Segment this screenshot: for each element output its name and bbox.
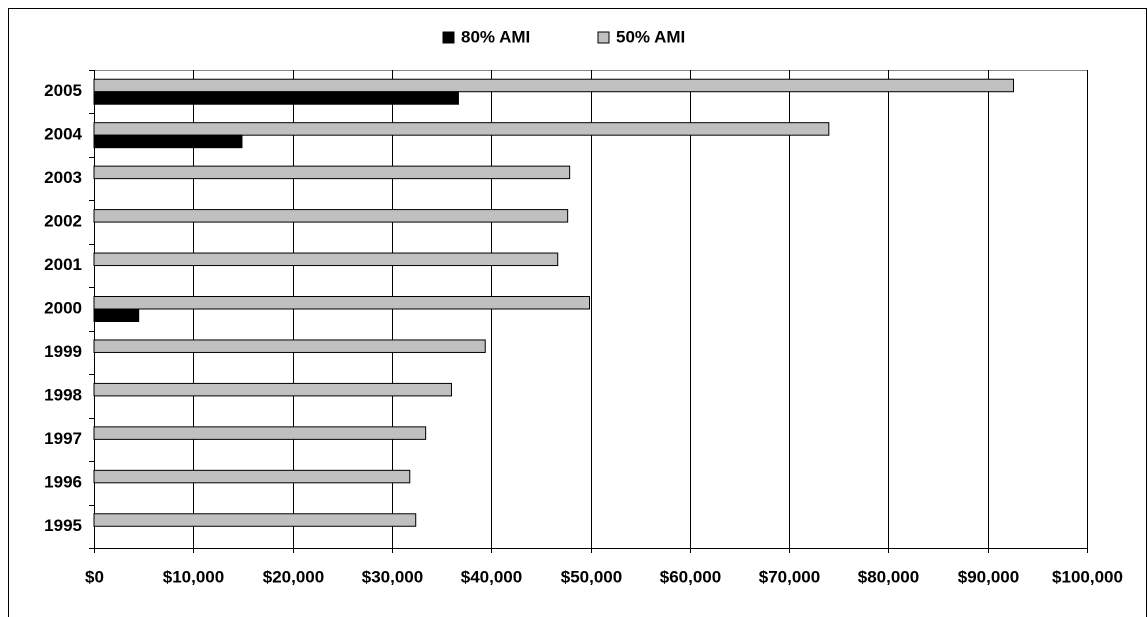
y-tick-label: 2002 bbox=[44, 212, 82, 231]
x-tick-label: $60,000 bbox=[660, 567, 721, 586]
x-tick-label: $50,000 bbox=[561, 567, 622, 586]
x-tick-label: $30,000 bbox=[362, 567, 423, 586]
y-tick-label: 2000 bbox=[44, 298, 82, 317]
legend-label: 80% AMI bbox=[461, 27, 530, 46]
x-tick-label: $40,000 bbox=[461, 567, 522, 586]
bar bbox=[93, 382, 452, 397]
y-tick-label: 1997 bbox=[44, 429, 82, 448]
y-tick-label: 2005 bbox=[44, 81, 82, 100]
legend-label: 50% AMI bbox=[616, 27, 685, 46]
bar bbox=[93, 165, 571, 180]
x-tick-label: $70,000 bbox=[759, 567, 820, 586]
x-tick-label: $20,000 bbox=[263, 567, 324, 586]
y-tick-label: 1995 bbox=[44, 516, 82, 535]
bar bbox=[93, 426, 427, 440]
chart-frame bbox=[8, 8, 1147, 617]
y-tick-label: 1999 bbox=[44, 342, 82, 361]
x-tick-label: $90,000 bbox=[958, 567, 1019, 586]
bar bbox=[93, 339, 486, 353]
y-tick-label: 2001 bbox=[44, 255, 82, 274]
bar bbox=[93, 252, 559, 267]
x-tick-label: $100,000 bbox=[1052, 567, 1123, 586]
bar bbox=[93, 134, 243, 149]
bar bbox=[93, 469, 411, 484]
bar bbox=[93, 308, 140, 322]
bar bbox=[93, 296, 591, 310]
bar bbox=[93, 209, 569, 223]
bar bbox=[93, 122, 830, 136]
bar bbox=[93, 91, 459, 105]
y-tick-label: 1996 bbox=[44, 472, 82, 491]
y-tick-label: 1998 bbox=[44, 385, 82, 404]
legend-swatch bbox=[597, 31, 610, 44]
x-tick-label: $80,000 bbox=[858, 567, 919, 586]
y-tick-label: 2003 bbox=[44, 168, 82, 187]
bar bbox=[93, 78, 1015, 93]
x-tick-label: $10,000 bbox=[163, 567, 224, 586]
y-tick-label: 2004 bbox=[44, 125, 82, 144]
bar bbox=[93, 513, 417, 527]
x-tick-label: $0 bbox=[85, 567, 104, 586]
legend-swatch bbox=[442, 31, 455, 44]
